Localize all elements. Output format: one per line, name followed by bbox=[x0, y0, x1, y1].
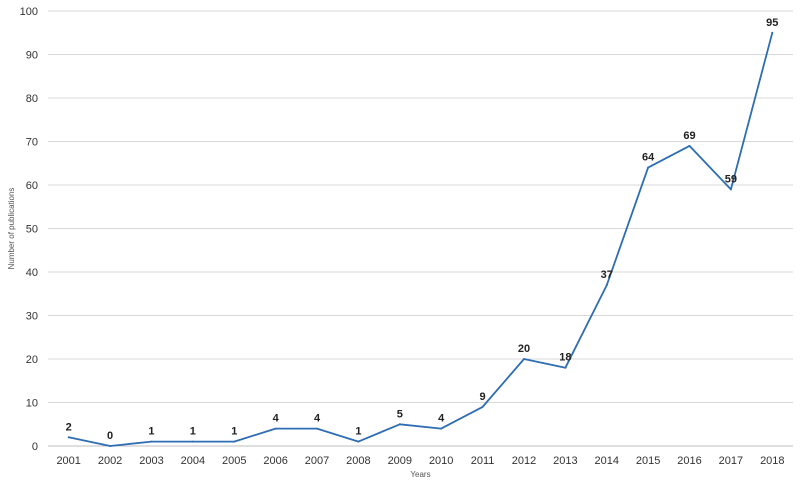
y-tick-label: 80 bbox=[26, 93, 38, 105]
data-point bbox=[481, 405, 484, 408]
y-axis-tick-labels: 0 10 20 30 40 50 60 70 80 90 100 bbox=[20, 6, 38, 453]
gridlines bbox=[48, 10, 793, 447]
data-point bbox=[274, 427, 277, 430]
data-point bbox=[647, 166, 650, 169]
data-point bbox=[440, 427, 443, 430]
data-label: 37 bbox=[601, 269, 613, 281]
data-point bbox=[688, 144, 691, 147]
data-label: 5 bbox=[397, 408, 403, 420]
data-point bbox=[191, 440, 194, 443]
data-point bbox=[316, 427, 319, 430]
y-tick-label: 50 bbox=[26, 224, 38, 236]
data-label: 20 bbox=[518, 343, 530, 355]
data-label: 64 bbox=[642, 152, 655, 164]
series-layer bbox=[67, 31, 774, 447]
data-label: 1 bbox=[231, 426, 237, 438]
data-label: 1 bbox=[148, 426, 154, 438]
data-label: 4 bbox=[273, 413, 280, 425]
y-tick-label: 70 bbox=[26, 137, 38, 149]
data-label: 59 bbox=[725, 173, 737, 185]
data-label: 0 bbox=[107, 430, 113, 442]
x-tick-label: 2006 bbox=[263, 455, 287, 467]
data-label: 1 bbox=[355, 426, 361, 438]
data-label: 69 bbox=[683, 130, 695, 142]
data-label: 95 bbox=[766, 17, 778, 29]
y-tick-label: 90 bbox=[26, 50, 38, 62]
data-label: 4 bbox=[314, 413, 321, 425]
data-point bbox=[564, 366, 567, 369]
x-tick-label: 2008 bbox=[346, 455, 370, 467]
data-point bbox=[67, 436, 70, 439]
x-tick-label: 2007 bbox=[305, 455, 329, 467]
y-tick-label: 60 bbox=[26, 180, 38, 192]
y-tick-label: 40 bbox=[26, 267, 38, 279]
x-tick-label: 2002 bbox=[98, 455, 122, 467]
y-tick-label: 20 bbox=[26, 354, 38, 366]
x-tick-label: 2016 bbox=[677, 455, 701, 467]
x-tick-label: 2017 bbox=[719, 455, 743, 467]
x-axis-tick-labels: 2001 2002 2003 2004 2005 2006 2007 2008 2009 2010… bbox=[56, 455, 784, 467]
x-tick-label: 2004 bbox=[181, 455, 205, 467]
y-tick-label: 30 bbox=[26, 311, 38, 323]
data-label: 4 bbox=[438, 413, 445, 425]
y-tick-label: 100 bbox=[20, 6, 38, 18]
x-tick-label: 2014 bbox=[595, 455, 619, 467]
data-label: 9 bbox=[480, 391, 486, 403]
x-tick-label: 2005 bbox=[222, 455, 246, 467]
data-point bbox=[233, 440, 236, 443]
data-label: 1 bbox=[190, 426, 196, 438]
series-line bbox=[68, 32, 774, 447]
data-point bbox=[729, 188, 732, 191]
data-point bbox=[109, 445, 112, 447]
data-point bbox=[522, 358, 525, 360]
y-tick-label: 10 bbox=[26, 398, 38, 410]
data-point bbox=[357, 440, 360, 443]
x-tick-label: 2009 bbox=[388, 455, 412, 467]
data-point bbox=[398, 423, 401, 426]
x-tick-label: 2003 bbox=[139, 455, 163, 467]
y-tick-label: 0 bbox=[32, 441, 38, 453]
x-tick-label: 2015 bbox=[636, 455, 660, 467]
x-tick-label: 2012 bbox=[512, 455, 536, 467]
y-axis-title: Number of publications bbox=[7, 188, 16, 270]
x-tick-label: 2010 bbox=[429, 455, 453, 467]
x-tick-label: 2011 bbox=[471, 455, 495, 467]
x-tick-label: 2013 bbox=[553, 455, 577, 467]
data-label: 2 bbox=[66, 421, 72, 433]
x-tick-label: 2001 bbox=[56, 455, 80, 467]
data-point bbox=[605, 284, 608, 287]
x-axis-title: Years bbox=[410, 470, 430, 479]
data-label: 18 bbox=[559, 352, 571, 364]
data-point bbox=[771, 31, 774, 34]
data-point bbox=[150, 440, 153, 443]
x-tick-label: 2018 bbox=[760, 455, 784, 467]
